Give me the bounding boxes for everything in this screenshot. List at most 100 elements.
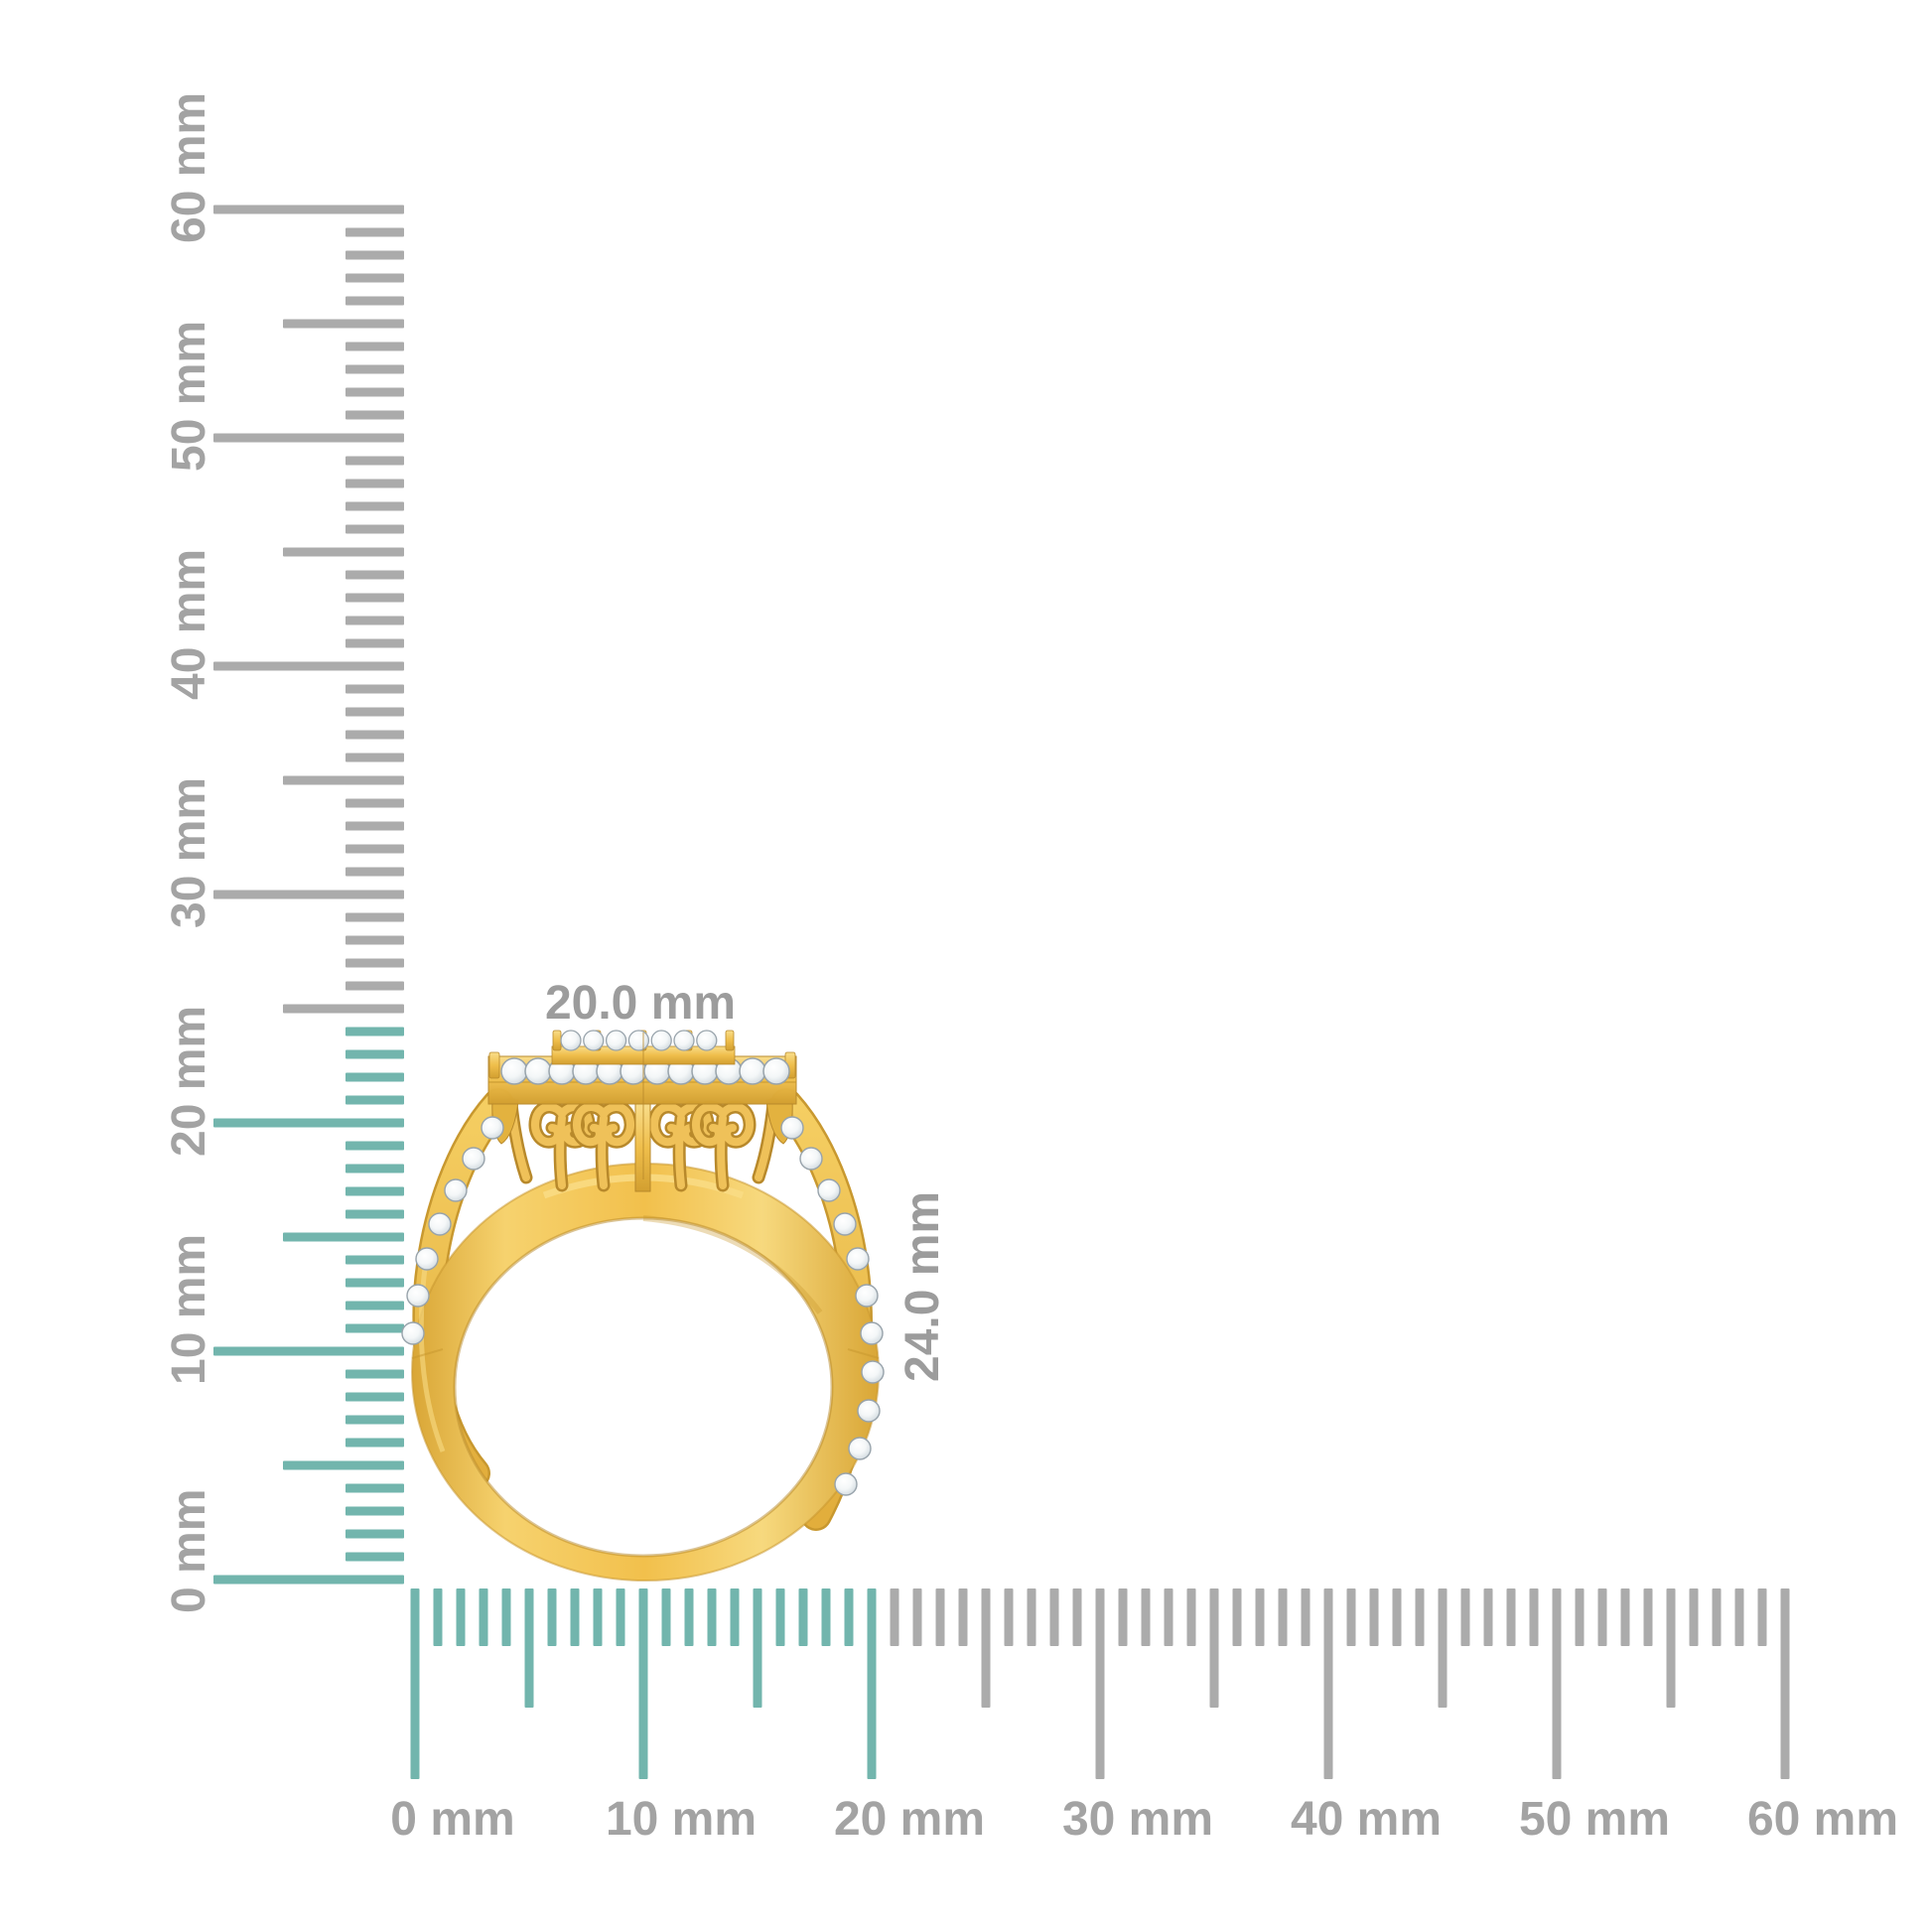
ruler-tick xyxy=(1620,1588,1630,1646)
ruler-tick xyxy=(1483,1588,1493,1646)
ruler-label: 40 mm xyxy=(163,549,215,700)
head-diamond xyxy=(583,1030,605,1051)
ruler-tick xyxy=(345,1323,404,1333)
ruler-tick xyxy=(1712,1588,1722,1646)
ruler-tick xyxy=(345,1415,404,1425)
ruler-tick xyxy=(524,1588,534,1708)
ruler-label: 20 mm xyxy=(163,1006,215,1157)
ruler-tick xyxy=(433,1588,443,1646)
ring-band-seam xyxy=(411,1348,444,1359)
head-diamond xyxy=(560,1030,582,1051)
ruler-tick xyxy=(1643,1588,1653,1646)
ruler-tick xyxy=(345,524,404,534)
ruler-tick xyxy=(213,890,404,899)
ruler-tick xyxy=(345,684,404,694)
ruler-label: 30 mm xyxy=(1062,1793,1213,1846)
ruler-tick xyxy=(1689,1588,1699,1646)
ruler-tick xyxy=(1118,1588,1128,1646)
ruler-tick xyxy=(410,1588,420,1779)
ruler-tick xyxy=(1232,1588,1242,1646)
shoulder-diamond xyxy=(428,1212,452,1236)
ruler-tick xyxy=(775,1588,785,1646)
ruler-tick xyxy=(1529,1588,1539,1646)
ruler-tick xyxy=(1164,1588,1173,1646)
ruler-tick xyxy=(345,707,404,717)
ruler-label: 50 mm xyxy=(1519,1793,1670,1846)
ruler-tick xyxy=(345,296,404,306)
ruler-tick xyxy=(1438,1588,1448,1708)
ruler-tick xyxy=(935,1588,945,1646)
ruler-tick xyxy=(1072,1588,1082,1646)
ruler-tick xyxy=(345,1027,404,1036)
head-prong xyxy=(552,1030,562,1051)
shoulder-diamond xyxy=(857,1399,881,1423)
ruler-tick xyxy=(345,1438,404,1448)
ruler-tick xyxy=(1666,1588,1676,1708)
ruler-tick xyxy=(345,364,404,374)
ruler-tick xyxy=(345,616,404,625)
ruler-tick xyxy=(1369,1588,1379,1646)
shoulder-diamond xyxy=(406,1284,430,1308)
ruler-tick xyxy=(958,1588,968,1646)
ruler-tick xyxy=(345,1186,404,1196)
ruler-tick xyxy=(1757,1588,1767,1646)
ruler-tick xyxy=(707,1588,717,1646)
ruler-tick xyxy=(867,1588,877,1779)
head-diamond xyxy=(650,1030,672,1051)
ruler-tick xyxy=(1392,1588,1402,1646)
ruler-tick xyxy=(213,433,404,443)
horizontal-ruler: 0 mm 10 mm 20 mm 30 mm 40 mm 50 mm 60 mm xyxy=(390,1588,1898,1846)
ruler-label: 0 mm xyxy=(163,1489,215,1613)
vertical-ruler: 0 mm 10 mm 20 mm 30 mm 40 mm 50 mm 60 mm xyxy=(163,92,404,1613)
ruler-tick xyxy=(1278,1588,1288,1646)
shoulder-diamond xyxy=(415,1247,439,1271)
ruler-tick xyxy=(283,547,404,557)
head-diamond xyxy=(605,1030,627,1051)
ruler-tick xyxy=(1415,1588,1425,1646)
ruler-tick xyxy=(345,638,404,648)
ruler-tick xyxy=(638,1588,648,1779)
shoulder-diamond xyxy=(861,1360,885,1384)
ruler-tick xyxy=(616,1588,625,1646)
ruler-tick xyxy=(283,1004,404,1014)
ruler-tick xyxy=(981,1588,991,1708)
ruler-label: 10 mm xyxy=(606,1793,757,1846)
ruler-tick xyxy=(283,775,404,785)
ruler-tick xyxy=(345,753,404,762)
shoulder-diamond xyxy=(780,1116,804,1140)
ruler-label: 60 mm xyxy=(1747,1793,1898,1846)
ruler-tick xyxy=(1323,1588,1333,1779)
ruler-label: 20 mm xyxy=(834,1793,985,1846)
ruler-tick xyxy=(345,981,404,991)
ruler-tick xyxy=(213,1346,404,1356)
height-dimension-label: 24.0 mm xyxy=(897,1191,949,1382)
ruler-tick xyxy=(1506,1588,1516,1646)
shoulder-diamond xyxy=(834,1472,858,1496)
ruler-tick xyxy=(1049,1588,1059,1646)
ruler-tick xyxy=(1780,1588,1790,1779)
ruler-label: 0 mm xyxy=(390,1793,514,1846)
ruler-label: 40 mm xyxy=(1291,1793,1442,1846)
ruler-tick xyxy=(547,1588,557,1646)
ruler-tick xyxy=(1186,1588,1196,1646)
halo-diamond xyxy=(762,1057,790,1085)
ruler-tick xyxy=(1460,1588,1470,1646)
width-dimension-label: 20.0 mm xyxy=(545,977,736,1030)
ruler-tick xyxy=(213,1575,404,1585)
ruler-tick xyxy=(345,1369,404,1379)
shoulder-diamond xyxy=(462,1147,485,1171)
head-diamond xyxy=(673,1030,695,1051)
halo-diamond xyxy=(524,1057,552,1085)
ruler-tick xyxy=(213,205,404,214)
ruler-tick xyxy=(345,227,404,237)
ruler-tick xyxy=(345,456,404,466)
ruler-tick xyxy=(345,1552,404,1562)
ruler-tick xyxy=(345,1301,404,1311)
ruler-tick xyxy=(345,501,404,511)
ring-band-shadow xyxy=(642,1215,823,1314)
ruler-tick xyxy=(345,912,404,922)
ruler-tick xyxy=(1141,1588,1151,1646)
ruler-tick xyxy=(345,1483,404,1493)
ruler-tick xyxy=(912,1588,922,1646)
